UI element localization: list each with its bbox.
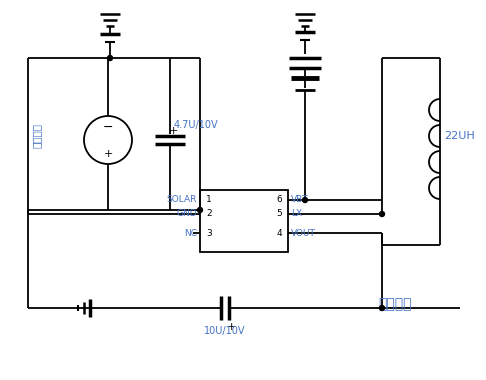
Text: VOUT: VOUT xyxy=(291,228,316,238)
Text: 1: 1 xyxy=(206,195,212,204)
Text: 4.7U/10V: 4.7U/10V xyxy=(174,120,219,130)
Text: 升压输出: 升压输出 xyxy=(378,297,412,311)
Text: 3: 3 xyxy=(206,228,212,238)
Text: −: − xyxy=(103,120,113,133)
Text: +: + xyxy=(168,126,178,136)
Text: 22UH: 22UH xyxy=(444,131,475,141)
Text: GND: GND xyxy=(176,209,197,218)
Text: LX: LX xyxy=(291,209,302,218)
Circle shape xyxy=(380,306,384,310)
Text: 2: 2 xyxy=(206,209,211,218)
Circle shape xyxy=(197,207,203,212)
Circle shape xyxy=(107,55,112,60)
Bar xyxy=(200,190,288,252)
Text: VBT: VBT xyxy=(291,195,309,204)
Circle shape xyxy=(380,212,384,217)
Text: NC: NC xyxy=(184,228,197,238)
Text: +: + xyxy=(226,322,236,332)
Text: 5: 5 xyxy=(276,209,282,218)
Text: SOLAR: SOLAR xyxy=(167,195,197,204)
Text: 10U/10V: 10U/10V xyxy=(204,326,246,336)
Text: 太阳能板: 太阳能板 xyxy=(32,122,42,147)
Text: 4: 4 xyxy=(277,228,282,238)
Text: 6: 6 xyxy=(276,195,282,204)
Circle shape xyxy=(302,198,308,203)
Text: +: + xyxy=(104,149,113,159)
